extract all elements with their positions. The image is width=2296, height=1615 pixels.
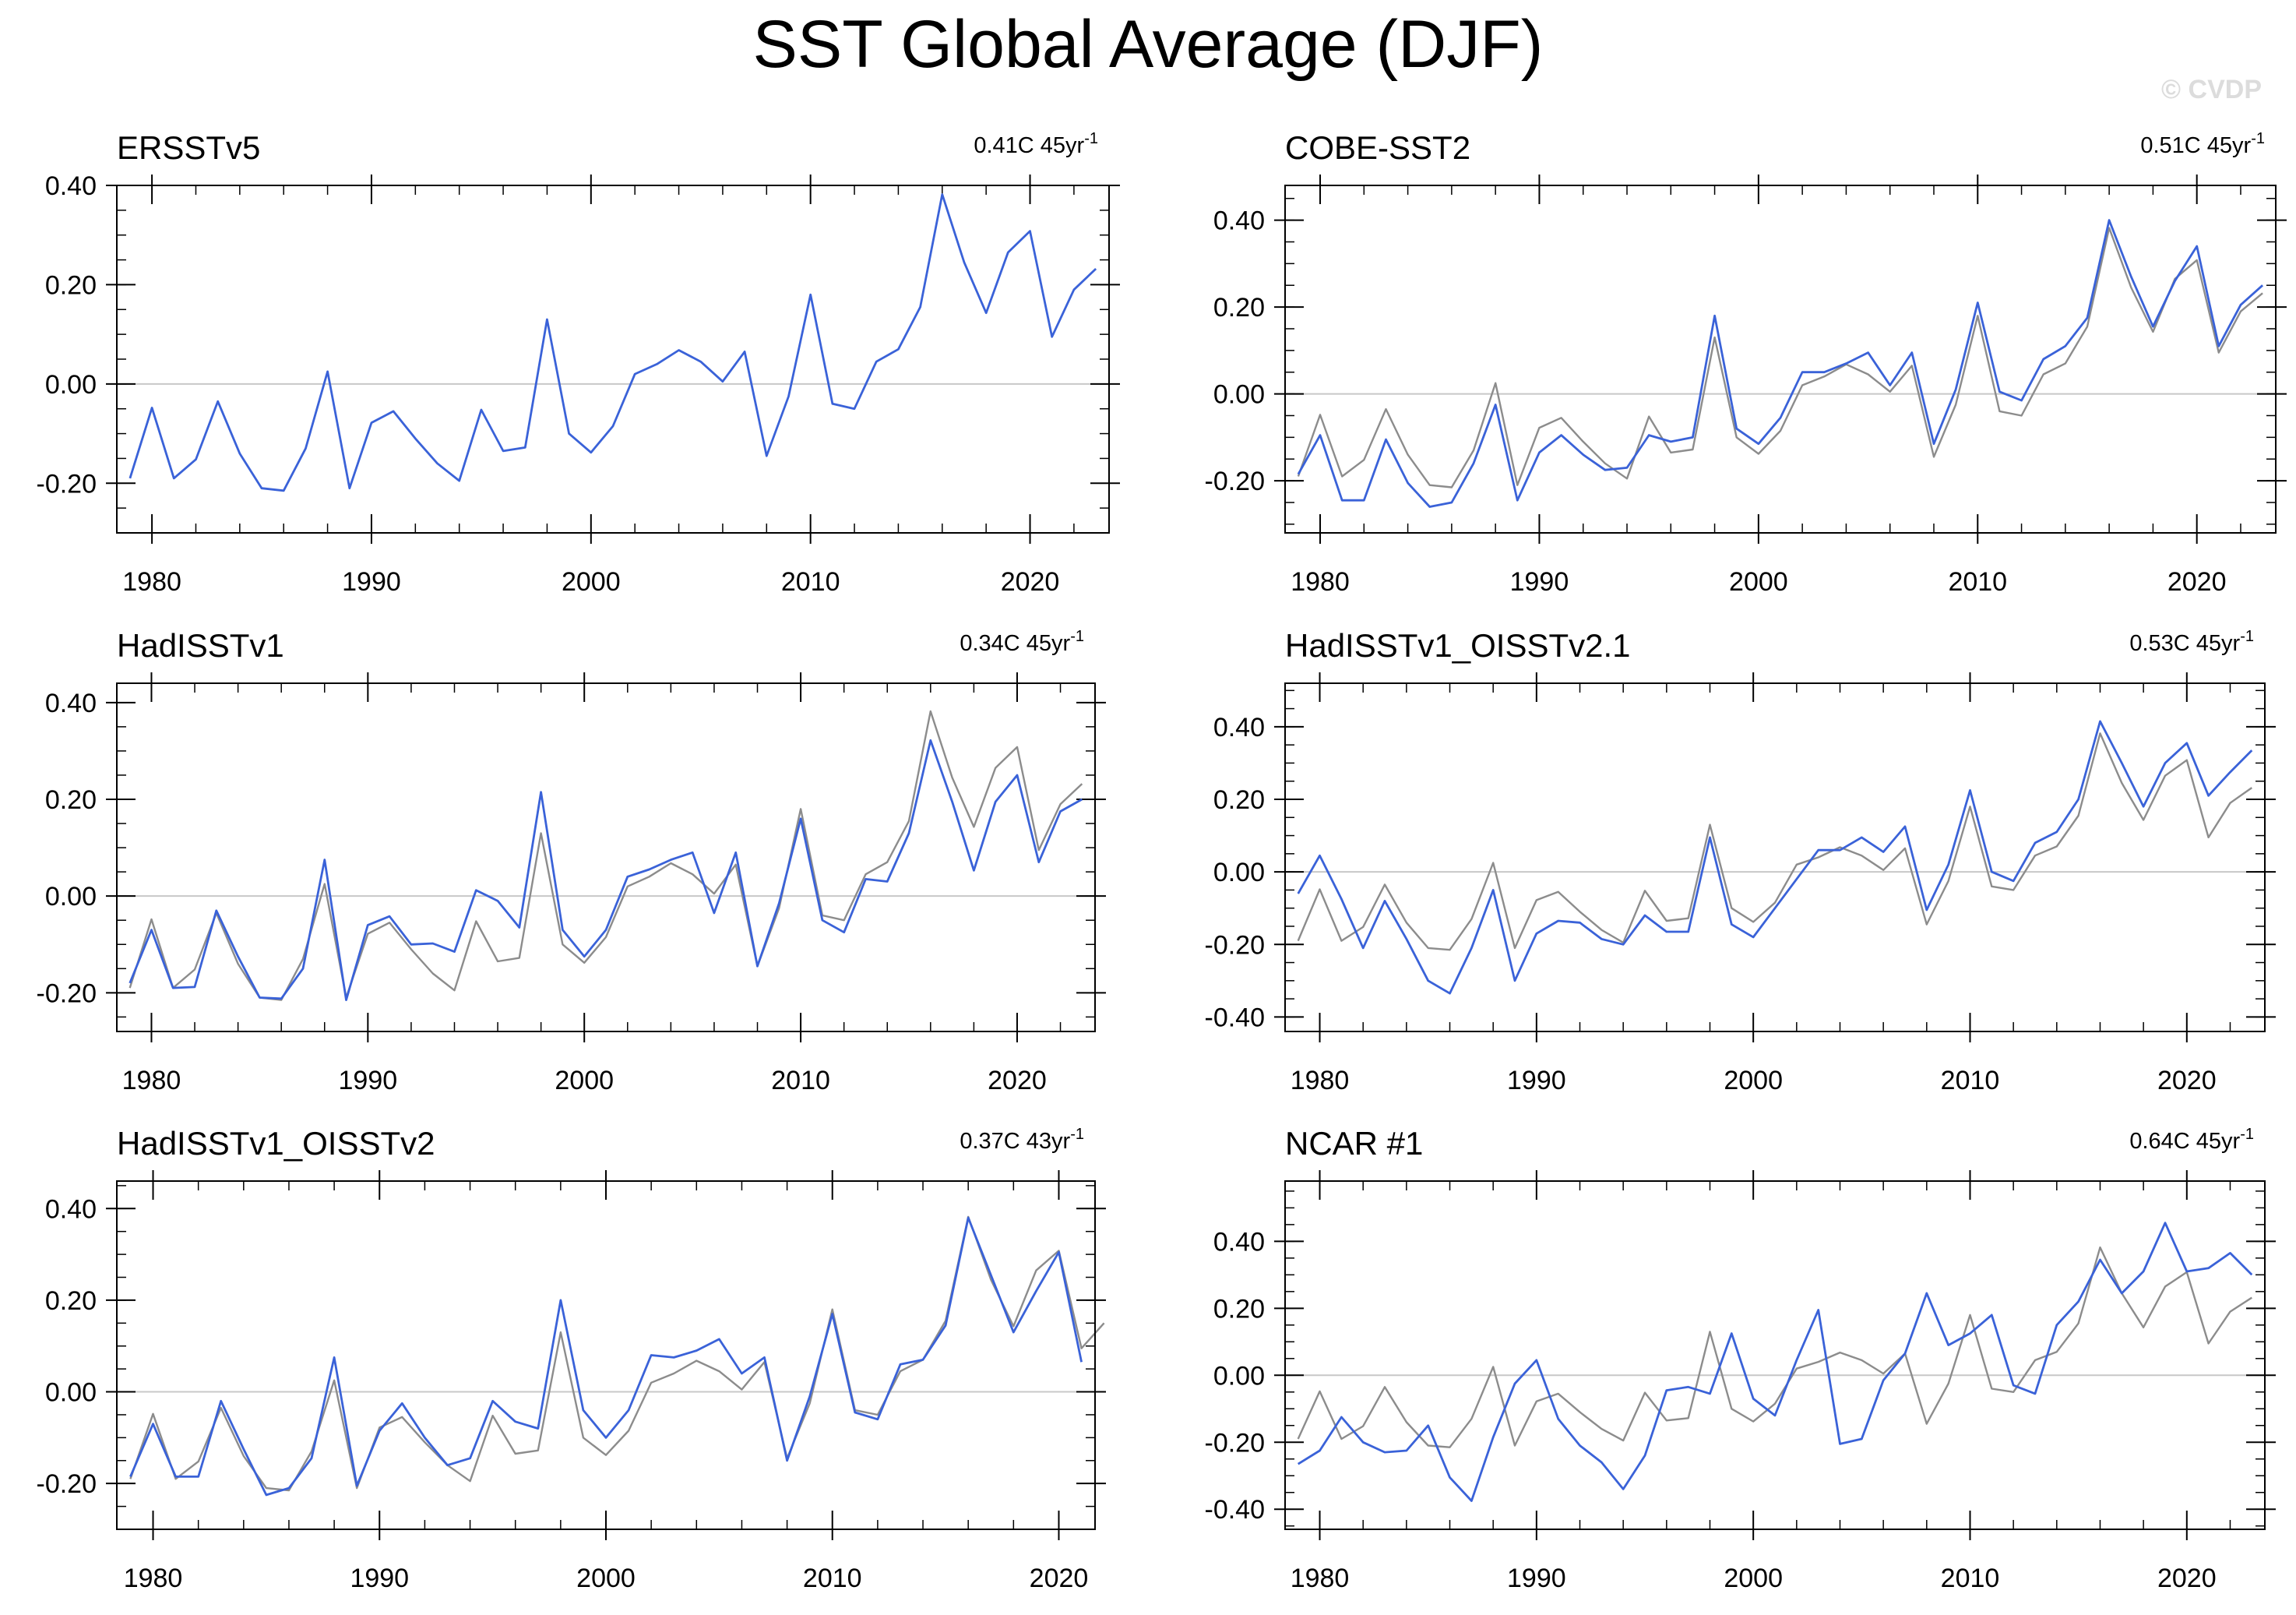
trend-label: 0.64C 45yr-1 [2129,1126,2254,1154]
chart-panel: -0.20 0.00 0.20 0.40 1980 1990 2000 2010 2020 Had… [37,1125,1106,1593]
y-tick-label: 0.40 [1213,713,1265,742]
panel-title: ERSSTv5 [117,129,260,166]
x-tick-label: 1980 [122,567,181,597]
y-tick-label: -0.40 [1205,1495,1266,1525]
plot-frame [1284,1180,2266,1530]
x-tick-label: 2010 [803,1564,862,1593]
panel-title: HadISSTv1_OISSTv2.1 [1285,627,1631,664]
x-tick-label: 2020 [2157,1066,2217,1095]
chart-panel: -0.40 -0.20 0.00 0.20 0.40 1980 1990 2000 2010 20… [1205,627,2276,1095]
trend-label: 0.53C 45yr-1 [2129,628,2254,656]
y-tick-label: 0.00 [1213,380,1265,410]
primary-series-line [129,1216,1083,1497]
x-tick-label: 2000 [1729,567,1788,597]
x-tick-label: 2010 [1941,1066,2000,1095]
y-tick-label: 0.40 [1213,1227,1265,1257]
chart-panel: -0.20 0.00 0.20 0.40 1980 1990 2000 2010 2020 Had… [37,627,1106,1095]
primary-series-line [129,739,1083,1001]
panel-title: HadISSTv1_OISSTv2 [117,1125,435,1162]
y-tick-label: -0.20 [37,469,97,499]
x-tick-label: 2010 [1948,567,2007,597]
y-tick-label: 0.20 [45,785,97,815]
y-tick-label: -0.40 [1205,1003,1266,1032]
y-tick-label: 0.20 [1213,785,1265,815]
x-tick-label: 1980 [124,1564,183,1593]
reference-series-line [129,1215,1105,1492]
panel-title: NCAR #1 [1285,1125,1423,1162]
x-tick-label: 1990 [350,1564,409,1593]
reference-series-line [1297,732,2252,951]
y-tick-label: -0.20 [1205,467,1266,496]
y-tick-label: 0.20 [1213,1294,1265,1324]
trend-label: 0.51C 45yr-1 [2140,130,2265,158]
trend-label: 0.41C 45yr-1 [974,130,1098,158]
plot-frame [1284,682,2266,1032]
page-title: SST Global Average (DJF) [752,7,1544,82]
y-tick-label: 0.20 [1213,293,1265,323]
y-tick-label: 0.40 [45,689,97,718]
primary-series-line [1297,219,2264,508]
x-tick-label: 2020 [1030,1564,1089,1593]
plot-frame [116,185,1110,534]
x-tick-label: 1990 [1510,567,1569,597]
x-tick-label: 1980 [1291,567,1350,597]
y-tick-label: 0.20 [45,1286,97,1316]
panel-title: HadISSTv1 [117,627,284,664]
x-tick-label: 2020 [988,1066,1047,1095]
y-tick-label: 0.00 [1213,1361,1265,1391]
y-tick-label: 0.00 [45,370,97,400]
x-tick-label: 1990 [1507,1066,1566,1095]
y-tick-label: -0.20 [37,1469,97,1499]
x-tick-label: 2000 [555,1066,614,1095]
reference-series-line [1297,227,2263,488]
x-tick-label: 2010 [781,567,840,597]
chart-panel: -0.40 -0.20 0.00 0.20 0.40 1980 1990 2000 2010 20… [1205,1125,2276,1593]
y-tick-label: 0.40 [1213,206,1265,236]
y-tick-label: 0.40 [45,1194,97,1224]
x-tick-label: 1980 [122,1066,181,1095]
x-tick-label: 2010 [771,1066,830,1095]
y-tick-label: 0.00 [45,1378,97,1408]
reference-series-line [129,710,1083,1001]
y-tick-label: 0.40 [45,171,97,201]
plot-frame [1284,185,2277,534]
reference-series-line [1297,1246,2252,1448]
y-tick-label: 0.00 [1213,858,1265,887]
x-tick-label: 2020 [2157,1564,2217,1593]
chart-panel: -0.20 0.00 0.20 0.40 1980 1990 2000 2010 2020 ERS… [37,129,1120,597]
x-tick-label: 2000 [1724,1564,1783,1593]
y-tick-label: 0.20 [45,270,97,300]
x-tick-label: 1990 [1507,1564,1566,1593]
primary-series-line [1297,1222,2253,1502]
y-tick-label: 0.00 [45,882,97,912]
watermark: © CVDP [2161,75,2262,104]
y-tick-label: -0.20 [1205,1428,1266,1458]
panel-title: COBE-SST2 [1285,129,1470,166]
x-tick-label: 2010 [1941,1564,2000,1593]
plot-frame [116,1180,1096,1530]
x-tick-label: 2000 [1724,1066,1783,1095]
x-tick-label: 2000 [562,567,621,597]
chart-panel: -0.20 0.00 0.20 0.40 1980 1990 2000 2010 2020 COB… [1205,129,2287,597]
trend-label: 0.37C 43yr-1 [960,1126,1084,1154]
x-tick-label: 1990 [339,1066,398,1095]
primary-series-line [129,193,1097,492]
x-tick-label: 2020 [2167,567,2227,597]
y-tick-label: -0.20 [1205,930,1266,960]
x-tick-label: 2020 [1001,567,1060,597]
x-tick-label: 2000 [576,1564,636,1593]
x-tick-label: 1990 [342,567,401,597]
y-tick-label: -0.20 [37,979,97,1008]
primary-series-line [1297,720,2253,995]
x-tick-label: 1980 [1291,1564,1350,1593]
trend-label: 0.34C 45yr-1 [960,628,1084,656]
plot-frame [116,682,1096,1032]
x-tick-label: 1980 [1291,1066,1350,1095]
